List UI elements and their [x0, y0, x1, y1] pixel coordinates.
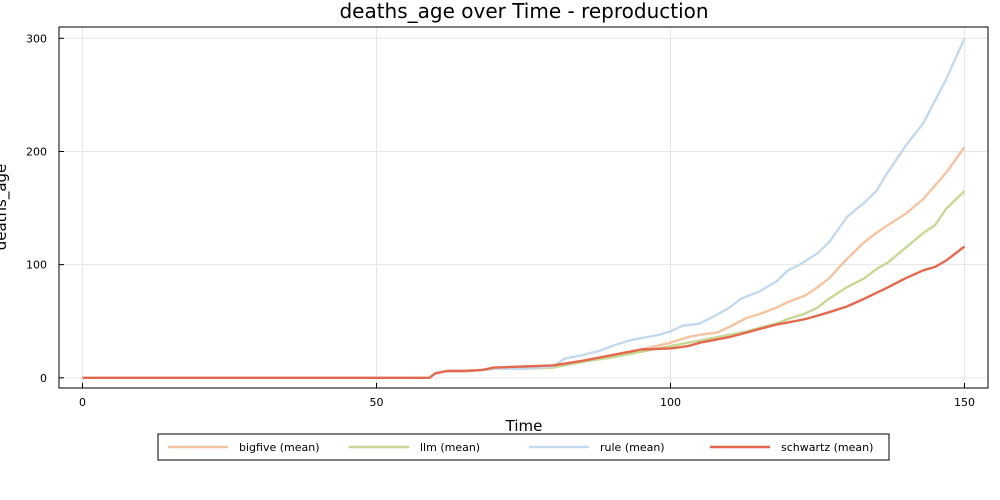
y-axis-label: deaths_age — [0, 164, 11, 251]
legend-label: schwartz (mean) — [781, 441, 873, 454]
legend-item-schwartz: schwartz (mean) — [710, 441, 873, 454]
legend-label: rule (mean) — [600, 441, 665, 454]
plot-frame — [58, 26, 989, 389]
legend-item-rule: rule (mean) — [529, 441, 665, 454]
x-tick-label: 100 — [660, 396, 681, 409]
series-line-llm — [82, 190, 966, 379]
legend-item-bigfive: bigfive (mean) — [168, 441, 320, 454]
grid — [59, 27, 988, 388]
x-tick-label: 50 — [370, 396, 384, 409]
x-tick-label: 0 — [79, 396, 86, 409]
x-axis-ticks: 0 50 100 150 — [79, 383, 975, 409]
x-tick-label: 150 — [954, 396, 975, 409]
y-tick-label: 200 — [26, 145, 47, 158]
legend-label: bigfive (mean) — [239, 441, 320, 454]
y-tick-label: 300 — [26, 32, 47, 45]
x-axis-label: Time — [505, 417, 543, 435]
legend-item-llm: llm (mean) — [349, 441, 480, 454]
series-line-rule — [82, 37, 966, 379]
y-axis-ticks: 0 100 200 300 — [26, 32, 64, 385]
y-tick-label: 100 — [26, 259, 47, 272]
series-lines — [82, 37, 966, 379]
legend: bigfive (mean) llm (mean) rule (mean) schwa… — [157, 433, 890, 461]
series-line-schwartz — [82, 245, 966, 379]
chart-title: deaths_age over Time - reproduction — [339, 0, 708, 23]
legend-label: llm (mean) — [420, 441, 480, 454]
y-tick-label: 0 — [40, 372, 47, 385]
series-line-bigfive — [82, 146, 966, 379]
